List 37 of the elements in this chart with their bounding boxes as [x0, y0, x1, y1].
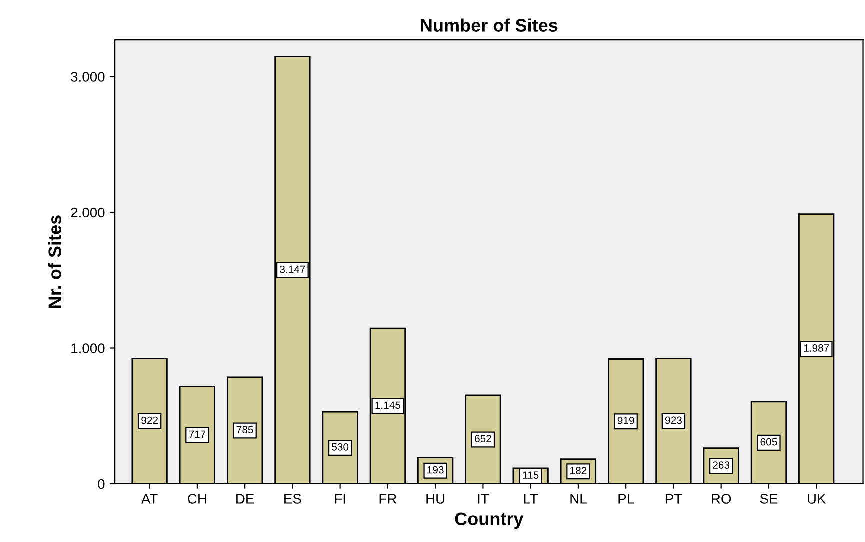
data-label: 263 [713, 462, 730, 469]
chart-title: Number of Sites [421, 18, 558, 32]
y-tick-label: 2.000 [71, 208, 105, 218]
x-tick-label: HU [426, 494, 445, 504]
x-tick-label: LT [524, 494, 538, 504]
data-label: 193 [428, 466, 444, 474]
y-tick-label: 1.000 [72, 344, 105, 354]
x-tick-label: DE [236, 494, 254, 504]
x-tick-label: CH [188, 494, 206, 504]
y-tick-label: 3.000 [71, 72, 105, 82]
data-label: 652 [475, 435, 492, 443]
x-tick-label: SE [760, 494, 778, 504]
data-label: 3.147 [280, 266, 306, 274]
data-label: 919 [618, 417, 634, 424]
data-label: 605 [760, 438, 778, 446]
data-label: 182 [570, 467, 587, 474]
x-tick-label: PT [666, 494, 682, 504]
x-tick-label: AT [141, 494, 158, 504]
x-tick-label: FR [380, 494, 397, 504]
x-axis-title: Country [455, 512, 524, 530]
data-label: 923 [666, 416, 682, 424]
data-label: 1.987 [804, 344, 830, 352]
x-tick-label: UK [808, 494, 826, 504]
x-tick-label: NL [570, 494, 587, 504]
x-tick-label: ES [284, 494, 302, 504]
data-label: 717 [189, 430, 206, 438]
x-tick-label: IT [478, 494, 490, 504]
data-label: 115 [523, 472, 539, 479]
x-tick-label: RO [712, 494, 732, 504]
data-label: 922 [142, 416, 158, 424]
x-tick-label: PL [618, 494, 634, 504]
data-label: 1.145 [376, 402, 401, 410]
data-label: 785 [236, 426, 254, 434]
x-tick-label: FI [335, 494, 346, 504]
data-label: 530 [332, 443, 349, 451]
y-axis-title: Nr. of Sites [48, 216, 62, 308]
y-tick-label: 0 [98, 479, 105, 490]
